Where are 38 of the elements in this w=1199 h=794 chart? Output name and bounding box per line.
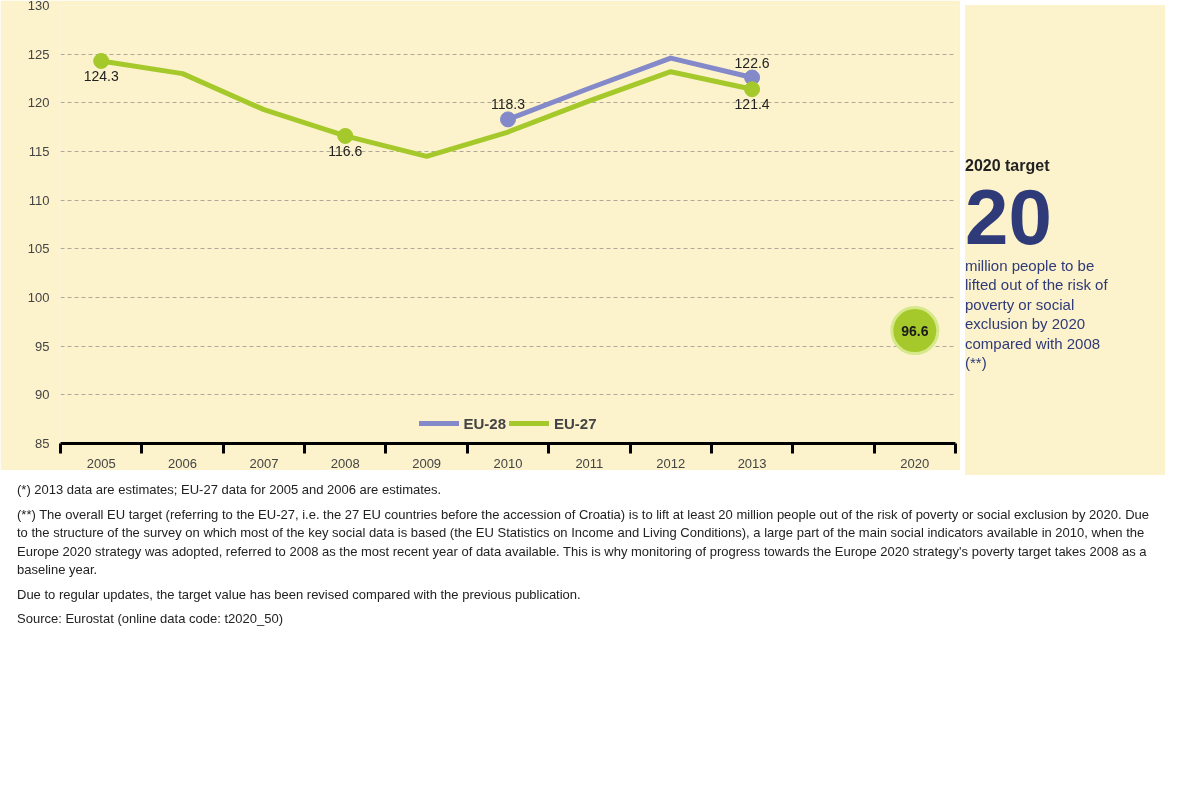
x-tick-label: 2007 [249, 455, 279, 471]
text: (**) The overall EU target (referring to the EU-27, i.e. the 27 EU countries before the accession of Croatia) is to lift at least 20 million people out of the risk of poverty or social exclusion by 2020. Due to the structure of the survey on which most of the key social data is based (the EU Statistics on Income and Living Conditions), a large part of the main social indicators available in 2010, when the Europe 2020 strategy was adopted, referred to 2008 as the most recent year of data available. This is why monitoring of progress towards the Europe 2020 strategy's poverty target takes 2008 as a baseline year. [17, 505, 1151, 580]
point [93, 52, 110, 69]
data-label: 122.6 [734, 54, 770, 71]
data-label: 96.6 [901, 322, 929, 339]
data-label: 121.4 [734, 96, 770, 113]
legend-label: EU-28 [463, 414, 506, 432]
data-label: 118.3 [491, 96, 526, 113]
y-tick-label: 90 [35, 387, 50, 403]
source-note: Source: Eurostat (online data code: t2020_50) [17, 610, 284, 629]
y-tick-label: 125 [27, 46, 50, 62]
y-tick-label: 100 [27, 290, 50, 305]
point [744, 81, 761, 98]
data-label: 116.6 [328, 142, 363, 159]
y-tick-label: 85 [35, 436, 50, 451]
y-tick-label: 115 [28, 144, 50, 159]
x-tick-label: 2008 [330, 455, 360, 471]
text: 2020 target [965, 156, 1051, 176]
legend-label: EU-27 [554, 414, 597, 432]
x-tick-label: 2012 [656, 455, 686, 471]
x-tick-label: 2009 [412, 455, 442, 471]
y-tick-label: 105 [27, 241, 50, 257]
point [337, 127, 354, 144]
text: Due to regular updates, the target value has been revised compared with the previous publication. [17, 585, 582, 604]
x-tick-label: 2005 [86, 455, 116, 471]
x-tick-label: 2013 [737, 455, 767, 471]
x-tick-label: 2011 [575, 455, 604, 471]
data-label: 124.3 [83, 67, 119, 84]
x-tick-label: 2010 [493, 455, 523, 471]
text: (*) 2013 data are estimates; EU-27 data for 2005 and 2006 are estimates. [17, 481, 443, 499]
y-tick-label: 110 [28, 192, 50, 208]
text: million people to be lifted out of the risk of poverty or social exclusion by 2020 compared with 2008 (**) [965, 255, 1109, 373]
x-tick-label: 2020 [900, 455, 930, 471]
point [500, 111, 516, 128]
y-tick-label: 120 [27, 95, 50, 111]
x-tick-label: 2006 [168, 455, 198, 471]
y-tick-label: 130 [27, 0, 50, 13]
y-tick-label: 95 [35, 338, 50, 354]
